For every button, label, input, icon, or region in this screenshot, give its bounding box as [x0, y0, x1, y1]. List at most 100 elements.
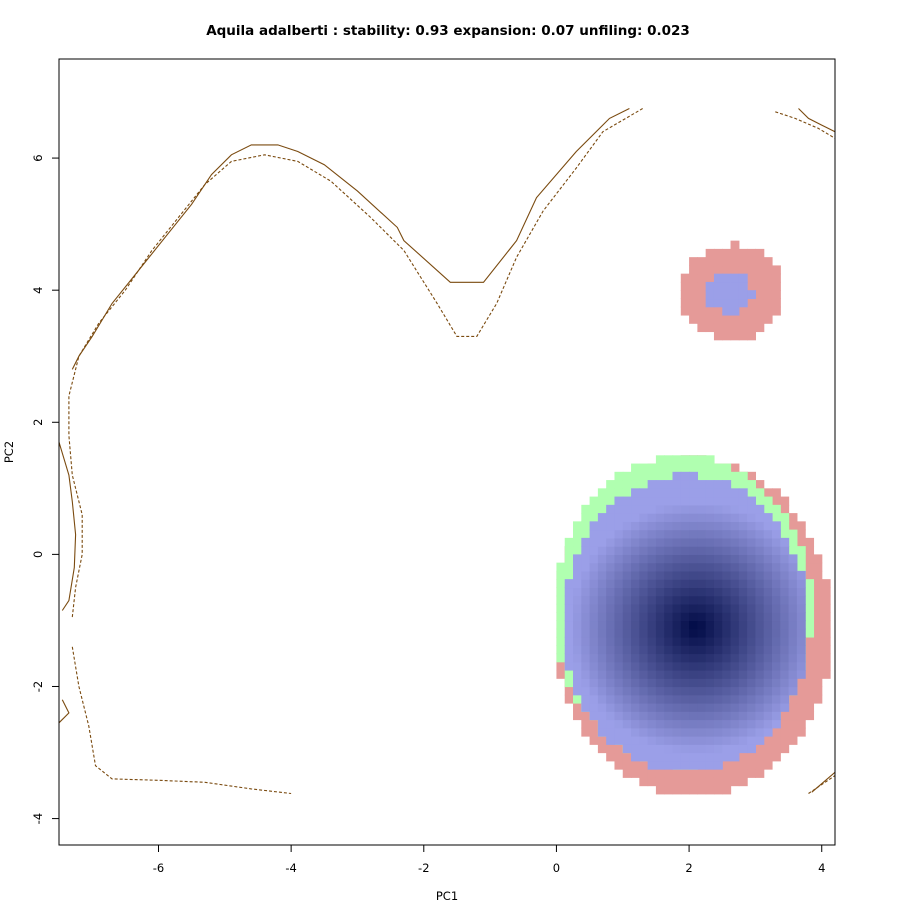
- region-cell: [722, 579, 732, 589]
- region-cell: [763, 513, 773, 522]
- region-cell: [622, 546, 632, 555]
- region-cell: [722, 620, 732, 630]
- region-cell: [738, 546, 748, 555]
- region-cell: [614, 504, 624, 514]
- region-cell: [622, 760, 632, 770]
- region-cell: [796, 661, 806, 671]
- region-cell: [722, 496, 732, 506]
- region-cell: [589, 702, 599, 712]
- region-cell: [813, 653, 823, 663]
- region-cell: [755, 669, 765, 679]
- region-cell: [730, 496, 740, 506]
- region-cell: [680, 546, 690, 555]
- region-cell: [788, 736, 798, 745]
- region-cell: [622, 678, 632, 688]
- region-cell: [763, 298, 773, 308]
- region-cell: [689, 480, 698, 489]
- region-cell: [730, 281, 740, 291]
- region-cell: [672, 562, 682, 572]
- region-cell: [614, 529, 624, 539]
- region-cell: [606, 620, 616, 630]
- region-cell: [722, 471, 732, 481]
- region-cell: [755, 314, 765, 324]
- region-cell: [763, 562, 773, 572]
- region-cell: [680, 661, 690, 671]
- region-cell: [763, 719, 773, 729]
- region-cell: [581, 645, 591, 655]
- region-cell: [655, 537, 665, 547]
- region-cell: [697, 463, 707, 473]
- region-cell: [805, 603, 815, 613]
- region-cell: [614, 661, 624, 671]
- contour-solid-1: [59, 441, 77, 611]
- region-cell: [556, 645, 566, 655]
- region-cell: [697, 273, 707, 283]
- region-cell: [631, 496, 640, 506]
- region-cell: [647, 628, 657, 638]
- region-cell: [713, 752, 723, 762]
- region-cell: [771, 513, 781, 522]
- region-cell: [639, 686, 649, 696]
- region-cell: [573, 620, 582, 630]
- region-cell: [738, 273, 748, 283]
- region-cell: [713, 587, 723, 597]
- region-cell: [705, 719, 715, 729]
- region-cell: [747, 306, 757, 316]
- region-cell: [713, 521, 723, 531]
- region-cell: [722, 323, 732, 333]
- region-cell: [564, 587, 574, 597]
- region-cell: [680, 521, 690, 531]
- region-cell: [581, 579, 591, 589]
- region-cell: [573, 587, 582, 597]
- region-cell: [589, 645, 599, 655]
- region-cell: [597, 694, 607, 704]
- region-cell: [614, 488, 624, 498]
- region-cell: [697, 314, 707, 324]
- y-axis-label: PC2: [2, 441, 16, 463]
- region-cell: [589, 727, 599, 737]
- region-cell: [606, 719, 616, 729]
- region-cell: [755, 736, 765, 745]
- region-cell: [597, 537, 607, 547]
- region-cell: [730, 769, 740, 778]
- region-cell: [556, 587, 566, 597]
- region-cell: [713, 661, 723, 671]
- region-cell: [796, 529, 806, 539]
- region-cell: [713, 669, 723, 679]
- region-cell: [771, 595, 781, 605]
- region-cell: [730, 529, 740, 539]
- region-cell: [730, 463, 740, 473]
- region-cell: [614, 537, 624, 547]
- region-cell: [747, 620, 757, 630]
- region-cell: [581, 595, 591, 605]
- region-cell: [664, 694, 674, 704]
- region-cell: [672, 480, 682, 489]
- region-cell: [589, 678, 599, 688]
- region-cell: [747, 719, 757, 729]
- region-cell: [730, 240, 740, 250]
- region-cell: [755, 636, 765, 646]
- region-cell: [788, 579, 798, 589]
- region-cell: [606, 480, 616, 489]
- region-cell: [581, 504, 591, 514]
- region-cell: [672, 769, 682, 778]
- region-cell: [755, 694, 765, 704]
- region-cell: [771, 496, 781, 506]
- region-cell: [589, 603, 599, 613]
- region-cell: [771, 570, 781, 580]
- region-cell: [631, 570, 640, 580]
- region-cell: [655, 669, 665, 679]
- region-cell: [631, 521, 640, 531]
- region-cell: [730, 777, 740, 787]
- region-cell: [755, 661, 765, 671]
- region-cell: [747, 290, 757, 300]
- region-cell: [647, 603, 657, 613]
- region-cell: [614, 496, 624, 506]
- region-cell: [564, 603, 574, 613]
- region-cell: [763, 678, 773, 688]
- region-cell: [722, 488, 732, 498]
- region-cell: [680, 579, 690, 589]
- region-cell: [622, 702, 632, 712]
- region-cell: [722, 711, 732, 721]
- region-cell: [664, 661, 674, 671]
